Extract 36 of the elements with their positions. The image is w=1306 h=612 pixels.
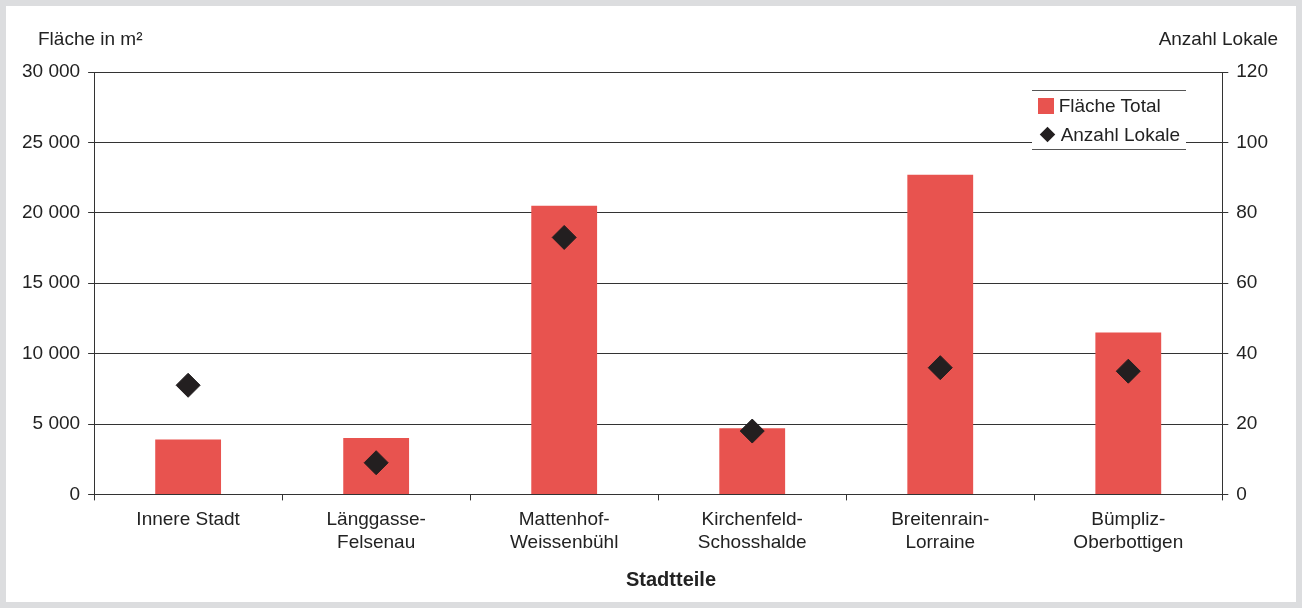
legend-label: Anzahl Lokale bbox=[1060, 123, 1180, 146]
legend-label: Fläche Total bbox=[1058, 94, 1161, 117]
point bbox=[1115, 358, 1141, 384]
y-tick-label: 0 bbox=[69, 482, 81, 504]
y2-axis-title: Anzahl Lokale bbox=[1158, 28, 1278, 50]
point bbox=[739, 418, 765, 444]
point bbox=[551, 224, 577, 250]
point bbox=[927, 355, 953, 381]
bar bbox=[343, 438, 410, 494]
point bbox=[175, 372, 201, 398]
y2-tick-label: 100 bbox=[1236, 130, 1268, 152]
y2-tick-label: 20 bbox=[1236, 412, 1258, 434]
bar bbox=[719, 428, 786, 494]
bar bbox=[531, 205, 598, 494]
x-tick-label: Bümpliz-Oberbottigen bbox=[1073, 508, 1184, 552]
x-tick-label: Kirchenfeld-Schosshalde bbox=[697, 508, 807, 552]
bar bbox=[1095, 332, 1162, 494]
y2-tick-label: 40 bbox=[1236, 341, 1258, 363]
bar bbox=[907, 174, 974, 494]
x-tick-label: Länggasse-Felsenau bbox=[326, 508, 426, 552]
x-tick-label: Breitenrain-Lorraine bbox=[891, 508, 990, 552]
y-tick-label: 20 000 bbox=[21, 201, 81, 223]
y2-tick-label: 60 bbox=[1236, 271, 1258, 293]
y-tick-label: 25 000 bbox=[21, 130, 81, 152]
y2-tick-label: 120 bbox=[1236, 60, 1268, 82]
y-axis-title: Fläche in m² bbox=[38, 28, 143, 50]
y-tick-label: 15 000 bbox=[21, 271, 81, 293]
bar bbox=[155, 439, 222, 494]
y-tick-label: 10 000 bbox=[21, 341, 81, 363]
x-tick-label: Innere Stadt bbox=[136, 508, 241, 530]
y2-tick-label: 80 bbox=[1236, 201, 1258, 223]
y2-tick-label: 0 bbox=[1236, 482, 1247, 504]
x-tick-label: Mattenhof-Weissenbühl bbox=[509, 508, 619, 552]
y-tick-label: 30 000 bbox=[21, 60, 81, 82]
x-axis-title: Stadtteile bbox=[625, 568, 717, 591]
y-tick-label: 5 000 bbox=[32, 412, 81, 434]
